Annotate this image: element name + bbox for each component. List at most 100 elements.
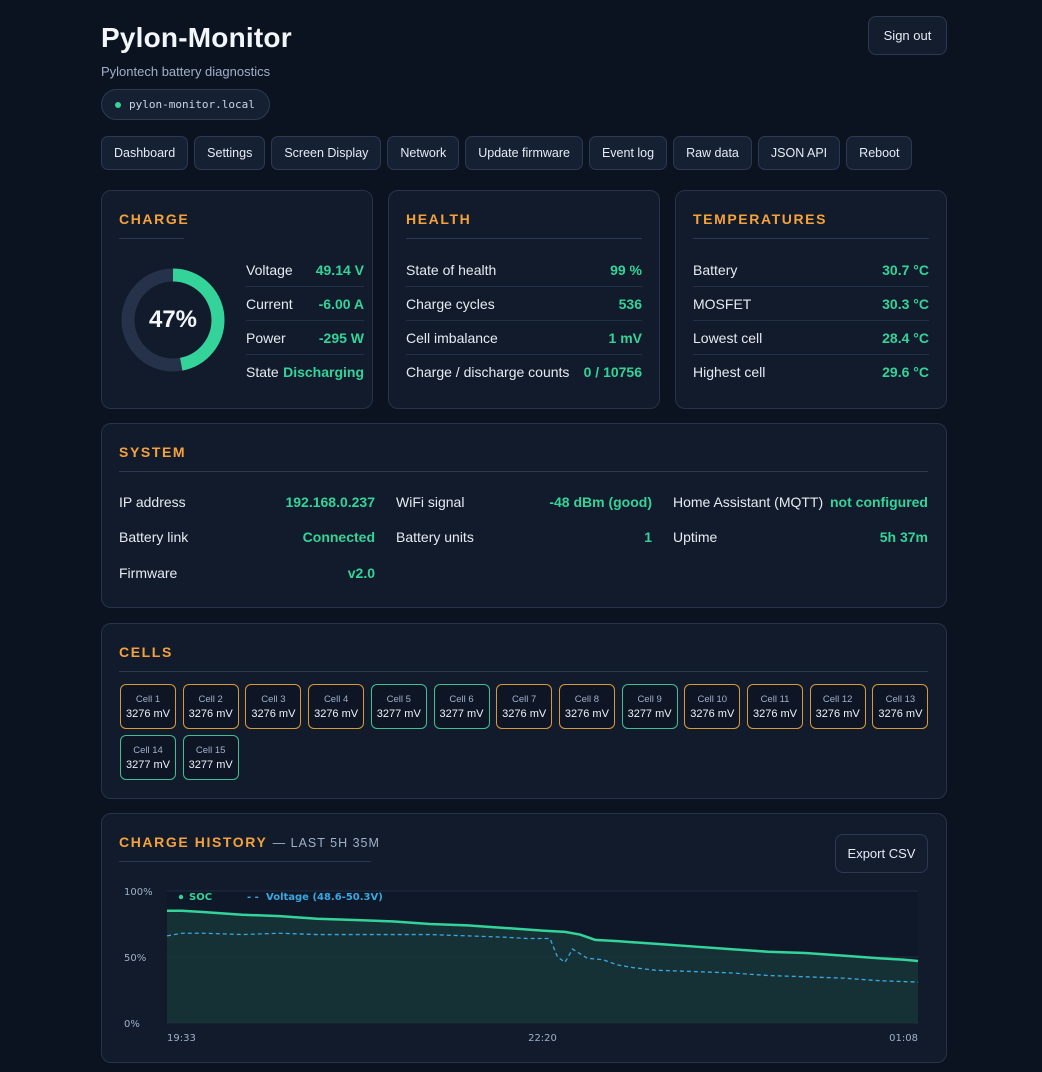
- cell-name: Cell 8: [574, 693, 600, 705]
- cell-voltage: 3276 mV: [314, 707, 359, 720]
- nav-reboot[interactable]: Reboot: [846, 136, 913, 170]
- cell-tile: Cell 15 3277 mV: [182, 735, 239, 780]
- history-title: CHARGE HISTORY: [119, 834, 268, 850]
- legend-voltage-label: Voltage (48.6-50.3V): [266, 892, 383, 903]
- nav-network[interactable]: Network: [387, 136, 460, 170]
- cell-tile: Cell 2 3276 mV: [182, 684, 239, 729]
- soc-series-line: [167, 909, 919, 963]
- cells-card: CELLS Cell 1 3276 mV Cell 2 3276 mV Cell 3 32…: [101, 623, 947, 799]
- system-mqtt: Home Assistant (MQTT) not configured: [673, 494, 928, 510]
- charge-row-state: State Discharging: [246, 355, 364, 389]
- divider: [119, 471, 928, 472]
- chart-y-tick-label: 100%: [124, 887, 153, 898]
- soc-percent: 47%: [148, 306, 198, 333]
- chart-x-tick-label: 19:33: [167, 1033, 196, 1044]
- system-uptime: Uptime 5h 37m: [673, 529, 928, 545]
- nav-raw-data[interactable]: Raw data: [673, 136, 752, 170]
- kv-value: 29.6 °C: [882, 364, 929, 380]
- health-row-cycles: Charge cycles 536: [406, 287, 642, 321]
- host-badge: pylon-monitor.local: [101, 89, 270, 120]
- divider: [406, 238, 642, 239]
- cell-tile: Cell 14 3277 mV: [120, 735, 176, 780]
- cell-name: Cell 2: [198, 693, 223, 705]
- cell-name: Cell 14: [133, 744, 163, 756]
- history-card-title: CHARGE HISTORY — LAST 5H 35M: [119, 834, 380, 850]
- legend-voltage-marker: - -: [247, 892, 259, 903]
- history-subtitle: — LAST 5H 35M: [272, 836, 380, 850]
- temp-row-mosfet: MOSFET 30.3 °C: [693, 287, 929, 321]
- nav-settings[interactable]: Settings: [194, 136, 266, 170]
- kv-label: MOSFET: [693, 295, 752, 312]
- kv-value: Discharging: [283, 364, 364, 380]
- cell-voltage: 3276 mV: [690, 707, 735, 720]
- cell-voltage: 3276 mV: [502, 707, 547, 720]
- cell-voltage: 3277 mV: [125, 758, 171, 771]
- kv-value: not configured: [830, 494, 928, 510]
- charge-row-voltage: Voltage 49.14 V: [246, 253, 364, 287]
- kv-label: Uptime: [673, 529, 718, 545]
- kv-value: 1 mV: [608, 329, 642, 346]
- kv-value: -295 W: [318, 329, 364, 346]
- divider: [119, 671, 928, 672]
- cell-voltage: 3277 mV: [188, 758, 233, 771]
- cell-tile: Cell 8 3276 mV: [558, 684, 615, 729]
- cell-voltage: 3277 mV: [439, 707, 484, 720]
- kv-value: 1: [644, 529, 652, 545]
- cell-tile: Cell 11 3276 mV: [747, 684, 803, 729]
- kv-value: -6.00 A: [318, 295, 364, 312]
- app-title: Pylon-Monitor: [101, 22, 292, 53]
- kv-value: 28.4 °C: [882, 329, 929, 346]
- health-row-imbalance: Cell imbalance 1 mV: [406, 321, 642, 355]
- cell-tile: Cell 3 3276 mV: [245, 684, 302, 729]
- export-csv-button[interactable]: Export CSV: [835, 834, 928, 873]
- kv-value: 49.14 V: [315, 261, 364, 278]
- kv-value: 99 %: [610, 261, 642, 278]
- cell-voltage: 3276 mV: [752, 707, 798, 720]
- cells-card-title: CELLS: [119, 644, 173, 660]
- nav-update-firmware[interactable]: Update firmware: [465, 136, 583, 170]
- kv-label: Home Assistant (MQTT): [673, 494, 824, 510]
- kv-label: Power: [246, 329, 286, 346]
- nav-bar: Dashboard Settings Screen Display Networ…: [101, 136, 913, 170]
- system-battery-link: Battery link Connected: [119, 529, 375, 545]
- cell-voltage: 3276 mV: [251, 707, 296, 720]
- cell-name: Cell 3: [261, 693, 286, 705]
- nav-event-log[interactable]: Event log: [588, 136, 668, 170]
- health-row-counts: Charge / discharge counts 0 / 10756: [406, 355, 642, 389]
- sign-out-button[interactable]: Sign out: [868, 16, 947, 55]
- kv-value: 5h 37m: [879, 529, 928, 545]
- kv-label: Voltage: [246, 261, 293, 278]
- kv-label: Battery link: [119, 529, 189, 545]
- cell-name: Cell 7: [512, 693, 537, 705]
- legend-soc-marker: [178, 894, 184, 900]
- soc-gauge-arc: [121, 268, 225, 372]
- nav-screen-display[interactable]: Screen Display: [271, 136, 382, 170]
- kv-label: Lowest cell: [693, 329, 763, 346]
- kv-value: 536: [618, 295, 642, 312]
- chart-x-tick-label: 22:20: [528, 1033, 557, 1044]
- charge-card: CHARGE 47% Voltage 49.14 V Current -6.00…: [101, 190, 373, 409]
- temp-row-battery: Battery 30.7 °C: [693, 253, 929, 287]
- kv-value: v2.0: [347, 565, 375, 581]
- cell-tile: Cell 12 3276 mV: [809, 684, 866, 729]
- cell-name: Cell 10: [697, 693, 728, 705]
- kv-label: Highest cell: [693, 364, 766, 380]
- kv-value: 30.7 °C: [882, 261, 929, 278]
- charge-row-power: Power -295 W: [246, 321, 364, 355]
- voltage-series-line: [166, 932, 919, 983]
- cell-tile: Cell 5 3277 mV: [370, 684, 427, 729]
- cell-tile: Cell 13 3276 mV: [872, 684, 929, 729]
- soc-gauge: [121, 268, 225, 372]
- divider: [693, 238, 929, 239]
- system-card-title: SYSTEM: [119, 444, 187, 460]
- history-card: CHARGE HISTORY — LAST 5H 35M Export CSV …: [101, 813, 947, 1063]
- cell-name: Cell 12: [822, 693, 853, 705]
- kv-label: Current: [246, 295, 293, 312]
- nav-json-api[interactable]: JSON API: [757, 136, 841, 170]
- cell-name: Cell 9: [637, 693, 662, 705]
- system-wifi: WiFi signal -48 dBm (good): [396, 494, 652, 510]
- status-dot-icon: [115, 101, 121, 108]
- divider: [119, 861, 371, 862]
- nav-dashboard[interactable]: Dashboard: [101, 136, 189, 170]
- charge-row-current: Current -6.00 A: [246, 287, 364, 321]
